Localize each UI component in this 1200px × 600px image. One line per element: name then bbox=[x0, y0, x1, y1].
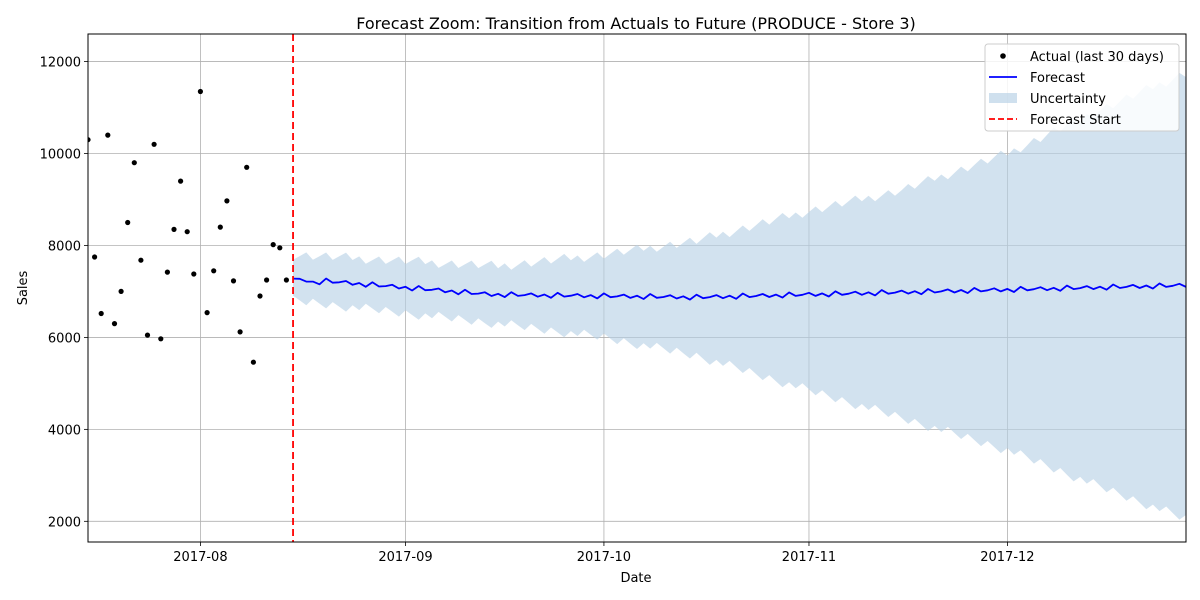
y-tick-label: 8000 bbox=[48, 239, 81, 254]
actual-point bbox=[88, 137, 91, 143]
actual-point bbox=[204, 310, 210, 316]
actual-point bbox=[164, 269, 170, 275]
actual-point bbox=[111, 321, 118, 327]
legend-label-actual: Actual (last 30 days) bbox=[1030, 50, 1164, 65]
actual-point bbox=[197, 88, 203, 95]
actual-point bbox=[171, 226, 177, 232]
actual-point bbox=[92, 254, 98, 260]
y-axis-ticks: 2000 4000 6000 8000 10000 12000 bbox=[40, 56, 88, 530]
actual-point bbox=[244, 164, 250, 170]
y-tick-label: 12000 bbox=[40, 56, 81, 71]
legend: Actual (last 30 days) Forecast Uncertain… bbox=[984, 43, 1180, 132]
actual-point bbox=[264, 277, 270, 283]
actual-point bbox=[138, 257, 144, 263]
actual-point bbox=[131, 160, 137, 166]
actual-point bbox=[224, 198, 230, 204]
actual-point bbox=[105, 132, 111, 138]
y-tick-label: 10000 bbox=[40, 148, 81, 163]
actual-point bbox=[237, 329, 243, 335]
y-tick-label: 6000 bbox=[48, 331, 81, 346]
plot-frame bbox=[87, 33, 1187, 543]
legend-label-forecast: Forecast bbox=[1030, 71, 1085, 86]
y-tick-label: 4000 bbox=[48, 423, 81, 438]
actual-point bbox=[125, 219, 131, 226]
legend-box bbox=[984, 43, 1180, 132]
actual-point bbox=[283, 277, 289, 283]
x-tick-label: 2017-08 bbox=[173, 550, 227, 565]
x-axis-ticks: 2017-08 2017-09 2017-10 2017-11 2017-12 bbox=[173, 542, 1035, 565]
actual-point bbox=[270, 242, 276, 248]
actual-point bbox=[98, 310, 104, 317]
y-axis-label: Sales bbox=[16, 270, 31, 305]
actual-point bbox=[250, 359, 256, 365]
x-axis-label: Date bbox=[620, 571, 651, 586]
actual-point bbox=[118, 288, 124, 294]
actual-point bbox=[217, 224, 223, 230]
actual-point bbox=[184, 229, 190, 235]
actual-point bbox=[191, 271, 197, 277]
chart-title: Forecast Zoom: Transition from Actuals t… bbox=[356, 14, 916, 33]
y-tick-label: 2000 bbox=[48, 515, 81, 530]
x-tick-label: 2017-11 bbox=[782, 550, 836, 565]
legend-label-uncertainty: Uncertainty bbox=[1030, 92, 1106, 107]
legend-marker-actual bbox=[1000, 53, 1006, 59]
x-tick-label: 2017-10 bbox=[577, 550, 631, 565]
actual-point bbox=[277, 245, 283, 251]
actual-point bbox=[151, 141, 157, 147]
forecast-line-layer bbox=[292, 277, 1186, 301]
actual-point bbox=[257, 293, 263, 299]
actual-point bbox=[158, 336, 164, 342]
actual-point bbox=[230, 278, 237, 284]
x-tick-label: 2017-09 bbox=[378, 550, 432, 565]
actual-point bbox=[211, 268, 217, 274]
actual-point bbox=[178, 178, 184, 184]
forecast-line bbox=[292, 277, 1186, 301]
actual-points-layer bbox=[88, 88, 289, 365]
x-tick-label: 2017-12 bbox=[980, 550, 1034, 565]
legend-marker-uncertainty bbox=[989, 93, 1017, 103]
actual-point bbox=[144, 332, 151, 338]
legend-label-forecast-start: Forecast Start bbox=[1030, 113, 1121, 128]
